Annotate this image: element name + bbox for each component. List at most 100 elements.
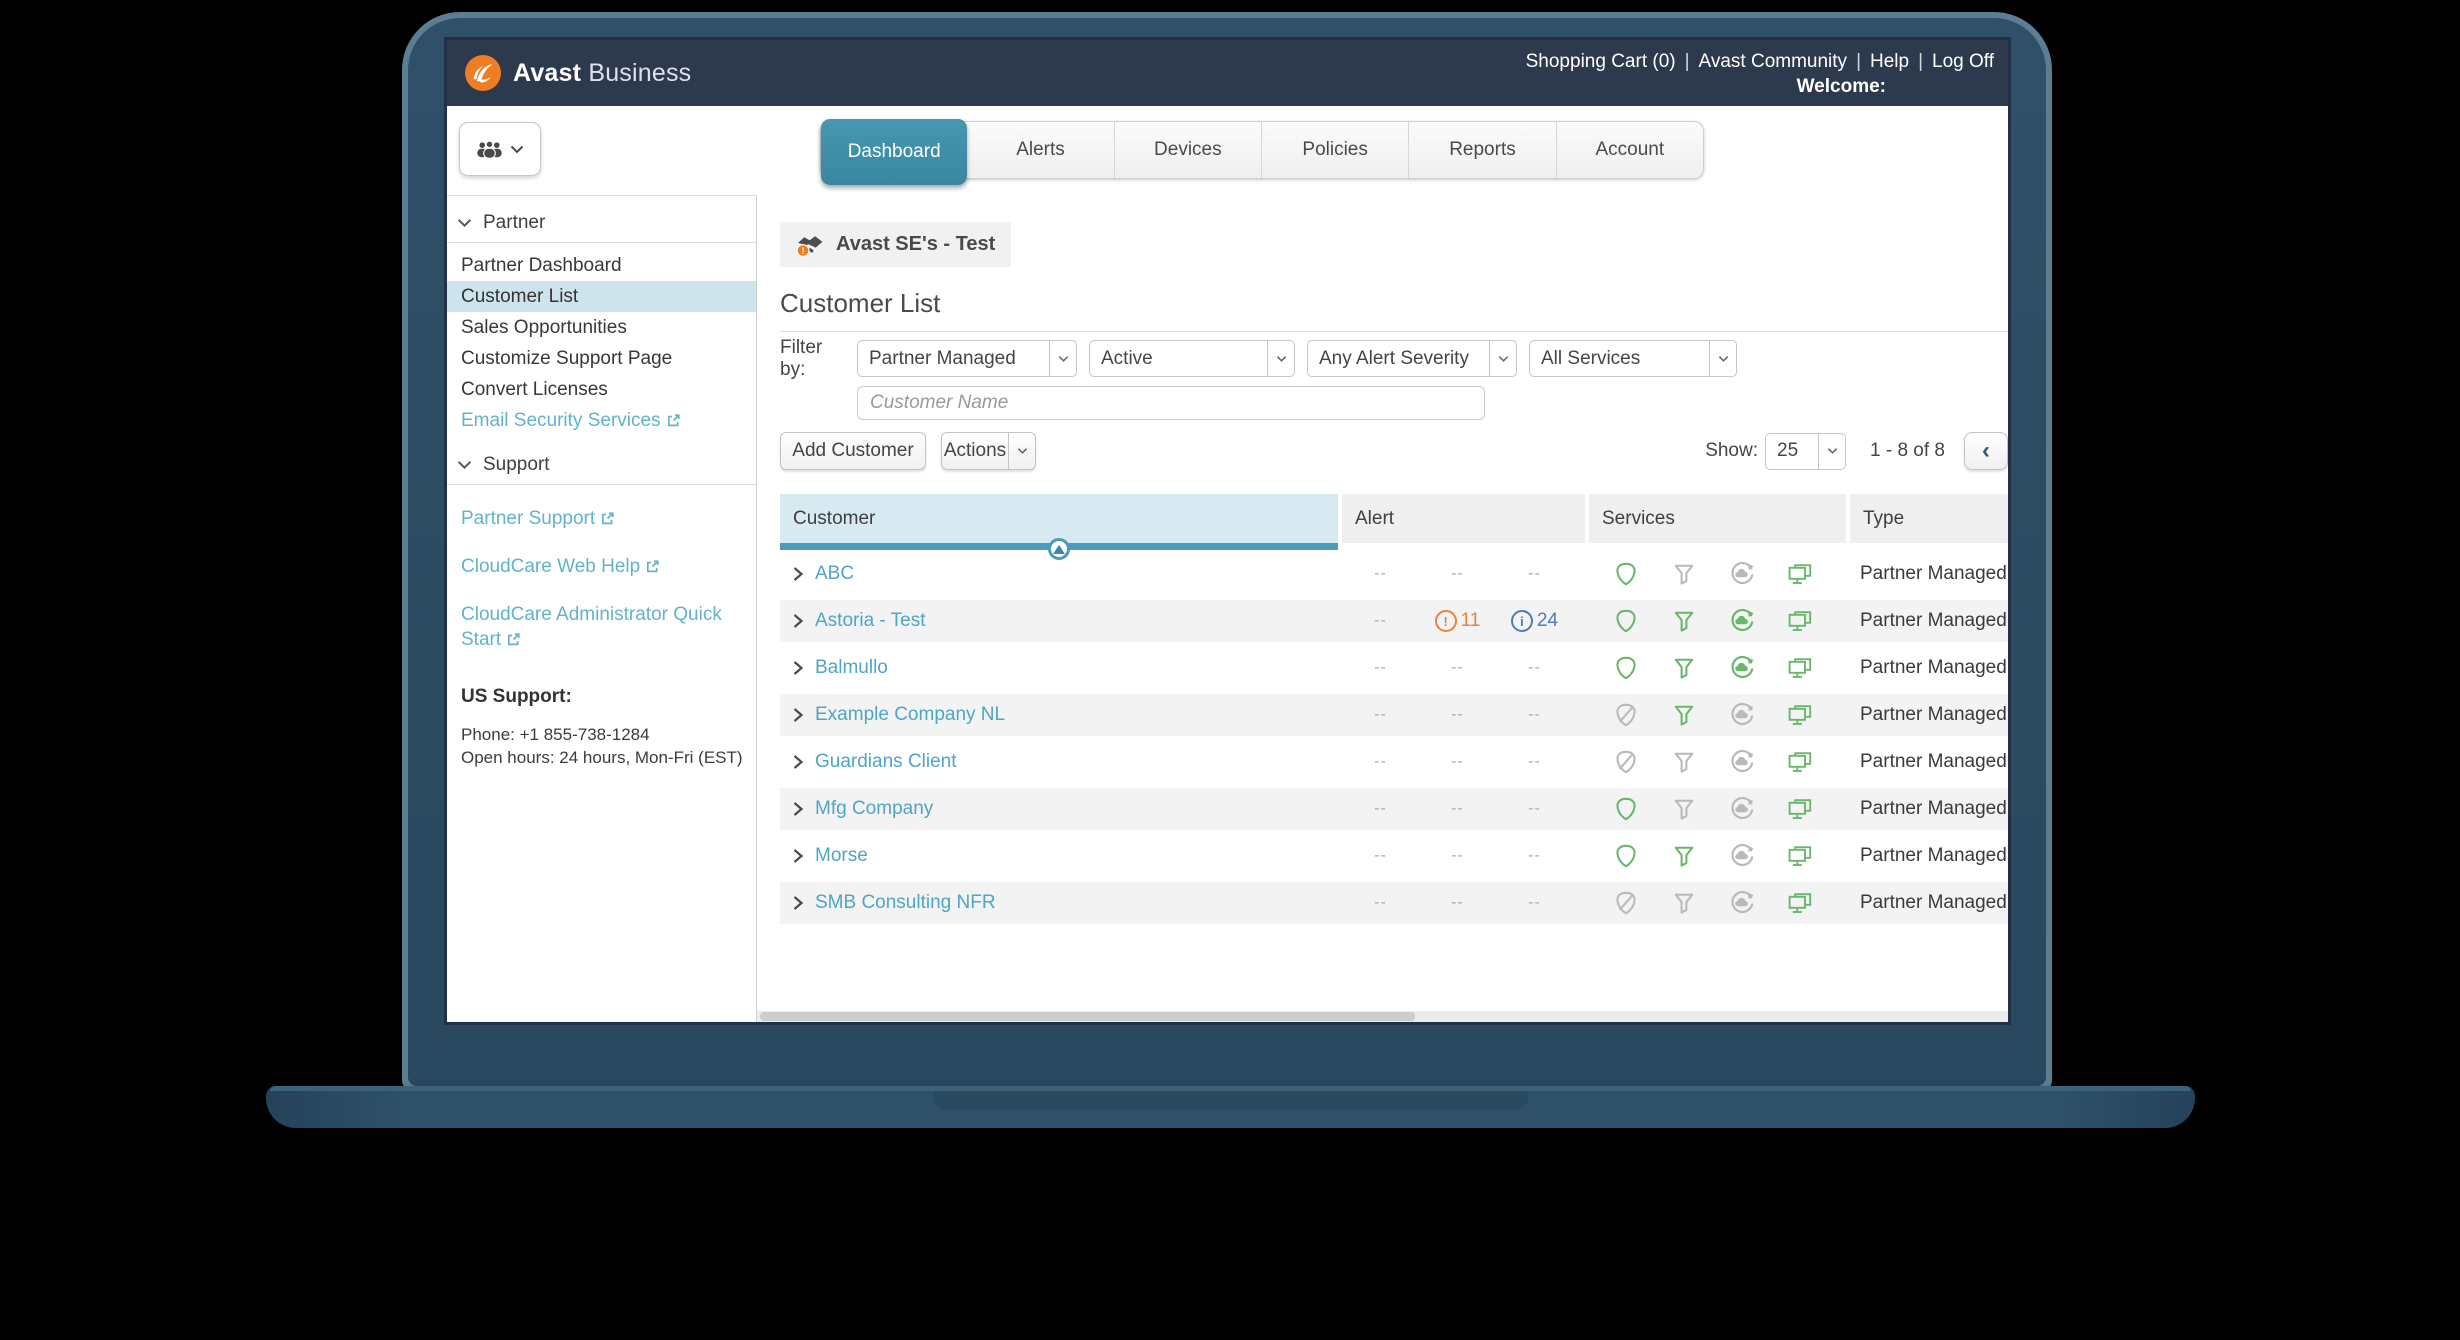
cloudcare-web-help-link[interactable]: CloudCare Web Help <box>461 554 742 581</box>
shopping-cart-link[interactable]: Shopping Cart (0) <box>1525 51 1676 72</box>
customer-name-link[interactable]: Morse <box>815 844 868 866</box>
column-header-customer[interactable]: Customer <box>780 494 1338 560</box>
sidebar-item-email-security-services[interactable]: Email Security Services <box>447 405 756 436</box>
customer-name-link[interactable]: Astoria - Test <box>815 610 926 631</box>
shield-icon[interactable] <box>1613 561 1639 587</box>
filter-services-select[interactable]: All Services <box>1529 340 1737 377</box>
alert-cell: i 24 <box>1496 610 1573 632</box>
funnel-icon[interactable] <box>1671 608 1697 634</box>
monitors-icon[interactable] <box>1787 702 1813 728</box>
sidebar-item-customer-list[interactable]: Customer List <box>447 281 756 312</box>
customer-name-link[interactable]: Guardians Client <box>815 750 957 772</box>
scrollbar-thumb[interactable] <box>760 1012 1415 1021</box>
account-switcher-button[interactable] <box>459 122 541 176</box>
expand-row-chevron-icon[interactable] <box>790 801 806 817</box>
monitors-icon[interactable] <box>1787 655 1813 681</box>
funnel-icon[interactable] <box>1671 702 1697 728</box>
monitors-icon[interactable] <box>1787 843 1813 869</box>
alert-cell: -- <box>1342 753 1419 771</box>
tab-policies[interactable]: Policies <box>1260 122 1408 178</box>
expand-row-chevron-icon[interactable] <box>790 613 806 629</box>
filter-alert-severity-select[interactable]: Any Alert Severity <box>1307 340 1517 377</box>
customer-name-link[interactable]: ABC <box>815 562 855 584</box>
help-link[interactable]: Help <box>1870 51 1910 72</box>
page-size-select[interactable]: 25 <box>1765 432 1846 470</box>
expand-row-chevron-icon[interactable] <box>790 707 806 723</box>
table-row: Morse -- -- -- <box>780 832 2008 879</box>
column-header-type[interactable]: Type <box>1850 494 2008 543</box>
sidebar-item-customize-support-page[interactable]: Customize Support Page <box>461 348 673 369</box>
monitors-icon[interactable] <box>1787 890 1813 916</box>
email-security-label: Email Security Services <box>461 410 661 431</box>
tab-reports[interactable]: Reports <box>1408 122 1555 178</box>
partner-support-link[interactable]: Partner Support <box>461 506 742 533</box>
cloud-sync-icon[interactable] <box>1729 702 1755 728</box>
brand-bold: Avast <box>513 58 582 87</box>
sidebar-item-sales-opportunities[interactable]: Sales Opportunities <box>461 317 627 338</box>
log-off-link[interactable]: Log Off <box>1932 51 1994 72</box>
avast-community-link[interactable]: Avast Community <box>1698 51 1848 72</box>
funnel-icon[interactable] <box>1671 561 1697 587</box>
funnel-icon[interactable] <box>1671 890 1697 916</box>
no-alert-dash: -- <box>1451 564 1464 582</box>
shield-icon[interactable] <box>1613 608 1639 634</box>
funnel-icon[interactable] <box>1671 655 1697 681</box>
funnel-icon[interactable] <box>1671 843 1697 869</box>
customer-name-link[interactable]: SMB Consulting NFR <box>815 892 996 913</box>
expand-row-chevron-icon[interactable] <box>790 754 806 770</box>
customer-name-link[interactable]: Example Company NL <box>815 704 1006 725</box>
type-cell: Partner Managed <box>1860 844 2007 866</box>
column-header-services[interactable]: Services <box>1589 494 1846 543</box>
shield-icon[interactable] <box>1613 843 1639 869</box>
expand-row-chevron-icon[interactable] <box>790 895 806 911</box>
customer-cell: Guardians Client <box>780 751 1338 773</box>
funnel-icon[interactable] <box>1671 796 1697 822</box>
cloud-sync-icon[interactable] <box>1729 843 1755 869</box>
cloudcare-quick-start-link[interactable]: CloudCare Administrator Quick Start <box>461 602 742 654</box>
tab-alerts[interactable]: Alerts <box>1016 139 1065 160</box>
monitors-icon[interactable] <box>1787 749 1813 775</box>
shield-icon[interactable] <box>1613 749 1639 775</box>
sidebar-section-partner[interactable]: Partner <box>447 208 756 238</box>
sidebar-item-convert-licenses[interactable]: Convert Licenses <box>461 379 608 400</box>
actions-dropdown-button[interactable]: Actions <box>941 432 1036 470</box>
customer-name-link[interactable]: Balmullo <box>815 656 888 678</box>
sort-ascending-indicator[interactable] <box>1048 538 1070 560</box>
expand-row-chevron-icon[interactable] <box>790 848 806 864</box>
cloud-sync-icon[interactable] <box>1729 561 1755 587</box>
column-header-alert[interactable]: Alert <box>1342 494 1585 543</box>
funnel-icon[interactable] <box>1671 749 1697 775</box>
partner-support-label: Partner Support <box>461 508 596 529</box>
customer-name-search-input[interactable] <box>857 386 1485 420</box>
monitors-icon[interactable] <box>1787 561 1813 587</box>
partner-account-chip[interactable]: ! Avast SE's - Test <box>780 222 1012 267</box>
cloud-sync-icon[interactable] <box>1729 608 1755 634</box>
sidebar-item-partner-dashboard[interactable]: Partner Dashboard <box>461 255 622 276</box>
cloud-sync-icon[interactable] <box>1729 655 1755 681</box>
horizontal-scrollbar[interactable] <box>757 1011 2008 1022</box>
filter-status-select[interactable]: Active <box>1089 340 1295 377</box>
expand-row-chevron-icon[interactable] <box>790 566 806 582</box>
tab-dashboard[interactable]: Dashboard <box>821 119 968 185</box>
cloud-sync-icon[interactable] <box>1729 749 1755 775</box>
sidebar-section-support[interactable]: Support <box>447 450 756 480</box>
shield-icon[interactable] <box>1613 796 1639 822</box>
shield-icon[interactable] <box>1613 655 1639 681</box>
cloud-sync-icon[interactable] <box>1729 890 1755 916</box>
add-customer-button[interactable]: Add Customer <box>780 432 926 470</box>
monitors-icon[interactable] <box>1787 608 1813 634</box>
expand-row-chevron-icon[interactable] <box>790 660 806 676</box>
tab-account[interactable]: Account <box>1555 122 1703 178</box>
monitors-icon[interactable] <box>1787 796 1813 822</box>
tab-devices[interactable]: Devices <box>1113 122 1261 178</box>
shield-icon[interactable] <box>1613 702 1639 728</box>
shield-icon[interactable] <box>1613 890 1639 916</box>
filter-managed-select[interactable]: Partner Managed <box>857 340 1077 377</box>
alert-badge-icon[interactable]: i <box>1510 610 1533 632</box>
previous-page-button[interactable]: ‹ <box>1964 432 2008 470</box>
alert-badge-icon[interactable]: ! <box>1434 610 1457 632</box>
no-alert-dash: -- <box>1451 752 1464 770</box>
cloud-sync-icon[interactable] <box>1729 796 1755 822</box>
alert-cell: -- <box>1342 894 1419 912</box>
customer-name-link[interactable]: Mfg Company <box>815 798 934 819</box>
